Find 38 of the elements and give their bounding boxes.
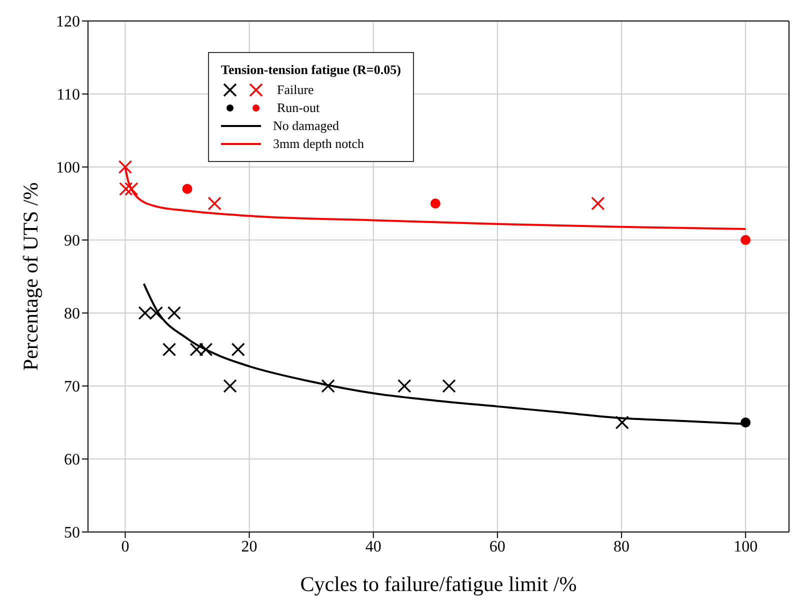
point — [321, 379, 335, 393]
x-tick-label: 100 — [734, 538, 758, 556]
y-tick-label: 120 — [56, 14, 80, 31]
point — [119, 182, 133, 196]
y-tick-label: 90 — [64, 232, 80, 250]
legend-label: Run-out — [277, 99, 320, 117]
point — [124, 182, 138, 196]
point — [208, 196, 222, 210]
x-tick-label: 0 — [121, 538, 130, 556]
point — [398, 379, 412, 393]
point — [162, 342, 176, 356]
point — [223, 379, 237, 393]
x-axis-title: Cycles to failure/fatigue limit /% — [300, 572, 577, 596]
y-tick-label: 100 — [56, 160, 80, 177]
y-tick-label: 60 — [64, 452, 80, 469]
x-tick-label: 20 — [241, 538, 258, 556]
legend-label: No damaged — [273, 117, 340, 135]
x-tick-label: 80 — [614, 538, 630, 556]
point — [740, 235, 751, 245]
point — [430, 198, 440, 208]
y-tick-label: 50 — [64, 524, 80, 542]
point — [591, 196, 605, 210]
point — [442, 379, 456, 393]
point — [118, 160, 132, 174]
x-tick-label: 40 — [365, 538, 382, 556]
point — [182, 184, 192, 194]
legend-label: 3mm depth notch — [273, 135, 364, 153]
point — [231, 342, 245, 356]
y-tick-label: 110 — [56, 86, 80, 104]
y-axis-title: Percentage of UTS /% — [18, 182, 42, 371]
y-tick-label: 80 — [64, 306, 80, 323]
legend-label: Failure — [277, 81, 314, 99]
point — [167, 306, 182, 320]
point — [740, 418, 751, 428]
legend-title: Tension-tension fatigue (R=0.05) — [221, 61, 401, 79]
x-tick-label: 60 — [489, 538, 506, 556]
y-tick-label: 70 — [64, 378, 80, 396]
point — [615, 416, 629, 430]
